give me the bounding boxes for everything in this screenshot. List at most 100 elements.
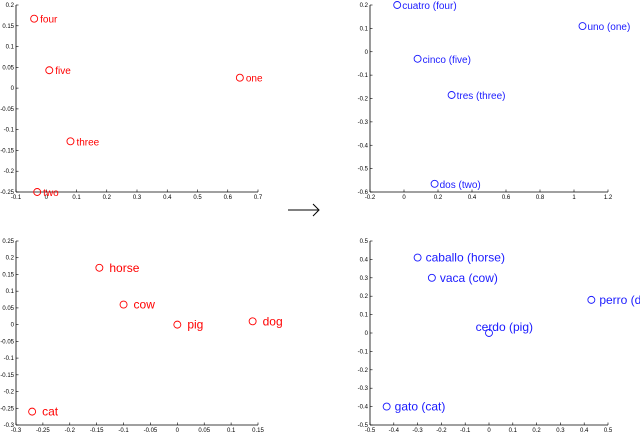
- point-label: three: [76, 137, 99, 148]
- x-tick-label: 0.3: [556, 428, 565, 434]
- y-tick-label: 0.2: [360, 3, 369, 9]
- point-label: tres (three): [457, 91, 506, 102]
- x-tick-label: -0.1: [460, 428, 471, 434]
- x-tick-label: 0.8: [536, 195, 545, 201]
- x-tick-label: -0.4: [389, 428, 400, 434]
- y-tick-label: 0.1: [6, 289, 15, 295]
- x-tick-label: 0.6: [502, 195, 511, 201]
- x-tick-label: 0.4: [163, 195, 172, 201]
- point-label: four: [40, 15, 58, 26]
- point-marker: [578, 22, 587, 30]
- point-label: cerdo (pig): [476, 320, 533, 334]
- point-marker: [393, 1, 402, 9]
- x-tick-label: -0.1: [11, 195, 22, 201]
- point-label: five: [55, 66, 71, 77]
- x-tick-label: -0.5: [365, 428, 376, 434]
- point-marker: [28, 407, 37, 416]
- x-tick-label: -0.3: [11, 428, 22, 434]
- y-tick-label: 0.15: [2, 272, 14, 278]
- x-tick-label: 0: [402, 195, 406, 201]
- point-marker: [30, 14, 39, 23]
- point-marker: [430, 179, 439, 188]
- y-tick-label: 0: [365, 331, 369, 337]
- x-tick-label: 0.5: [193, 195, 202, 201]
- x-tick-label: -0.2: [65, 428, 76, 434]
- x-tick-label: 0: [176, 428, 180, 434]
- point-label: dos (two): [440, 180, 481, 191]
- y-tick-label: -0.3: [358, 120, 369, 126]
- point-label: horse: [109, 261, 139, 275]
- point-label: vaca (cow): [440, 271, 498, 285]
- point-label: two: [43, 188, 59, 199]
- point-label: uno (one): [588, 22, 631, 33]
- point-label: perro (dog): [599, 293, 640, 307]
- point-label: caballo (horse): [426, 251, 505, 265]
- y-tick-label: -0.5: [358, 423, 369, 429]
- point-marker: [382, 402, 391, 411]
- point-marker: [587, 295, 596, 304]
- y-tick-label: -0.15: [0, 148, 14, 154]
- y-tick-label: -0.1: [358, 349, 369, 355]
- x-tick-label: 0.7: [254, 195, 263, 201]
- point-marker: [235, 73, 244, 82]
- point-marker: [95, 263, 104, 272]
- y-tick-label: -0.25: [0, 406, 14, 412]
- y-tick-label: -0.15: [0, 373, 14, 379]
- y-tick-label: 0.5: [360, 239, 369, 245]
- x-tick-label: 0.15: [252, 428, 264, 434]
- point-label: cinco (five): [423, 55, 471, 66]
- x-tick-label: 0.6: [224, 195, 233, 201]
- y-tick-label: -0.2: [358, 368, 369, 374]
- x-tick-label: -0.2: [365, 195, 376, 201]
- y-tick-label: 0: [11, 86, 15, 92]
- y-tick-label: -0.1: [4, 356, 15, 362]
- scatter-plot-numbers-spanish: -0.2 0 0.2 0.4 0.6 0.8 1 1.2 0.2 0.1 0 -0.1 -0.2 -0.3…: [358, 1, 631, 201]
- x-tick-label: 0.5: [604, 428, 613, 434]
- x-tick-label: -0.1: [118, 428, 129, 434]
- x-tick-label: -0.05: [144, 428, 158, 434]
- y-tick-label: -0.6: [358, 190, 369, 196]
- scatter-plot-animals-spanish: -0.5 -0.4 -0.3 -0.2 -0.1 0 0.1 0.2 0.3 0.4 0.5 0.5 0…: [358, 239, 640, 434]
- y-tick-label: 0.05: [2, 65, 14, 71]
- x-tick-label: 0.4: [468, 195, 477, 201]
- right-arrow-head: [312, 203, 320, 217]
- x-tick-label: 0.2: [434, 195, 443, 201]
- y-tick-label: -0.4: [358, 143, 369, 149]
- y-tick-label: -0.4: [358, 405, 369, 411]
- y-tick-label: 0.2: [360, 294, 369, 300]
- point-marker: [427, 273, 436, 282]
- y-tick-label: 0.4: [360, 257, 369, 263]
- x-tick-label: 0.1: [509, 428, 518, 434]
- x-tick-label: 0.05: [198, 428, 210, 434]
- x-tick-label: 1: [572, 195, 576, 201]
- x-tick-label: 0.4: [580, 428, 589, 434]
- x-tick-label: -0.3: [412, 428, 423, 434]
- point-label: gato (cat): [395, 400, 446, 414]
- y-tick-label: 0.1: [6, 45, 15, 51]
- x-tick-label: 0.2: [103, 195, 112, 201]
- point-marker: [173, 320, 182, 329]
- point-marker: [413, 253, 422, 262]
- x-tick-label: 0.2: [532, 428, 541, 434]
- y-tick-label: 0.25: [2, 239, 14, 245]
- point-label: dog: [263, 314, 283, 328]
- y-tick-label: -0.3: [358, 386, 369, 392]
- y-tick-label: 0.3: [360, 276, 369, 282]
- point-label: cat: [42, 405, 59, 419]
- y-tick-label: -0.25: [0, 190, 14, 196]
- y-tick-label: 0.1: [360, 313, 369, 319]
- y-tick-label: -0.3: [4, 423, 15, 429]
- scatter-plot-animals-english: -0.3 -0.25 -0.2 -0.15 -0.1 -0.05 0 0.05 0.1 0.15 0…: [0, 239, 282, 434]
- x-tick-label: -0.2: [436, 428, 447, 434]
- x-tick-label: 0.1: [227, 428, 236, 434]
- y-tick-label: 0.15: [2, 24, 14, 30]
- y-tick-label: 0.05: [2, 306, 14, 312]
- point-marker: [33, 188, 42, 196]
- y-tick-label: -0.2: [358, 97, 369, 103]
- y-tick-label: 0.2: [6, 256, 15, 262]
- y-tick-label: -0.1: [358, 73, 369, 79]
- point-label: cow: [134, 298, 156, 312]
- y-tick-label: -0.2: [4, 169, 15, 175]
